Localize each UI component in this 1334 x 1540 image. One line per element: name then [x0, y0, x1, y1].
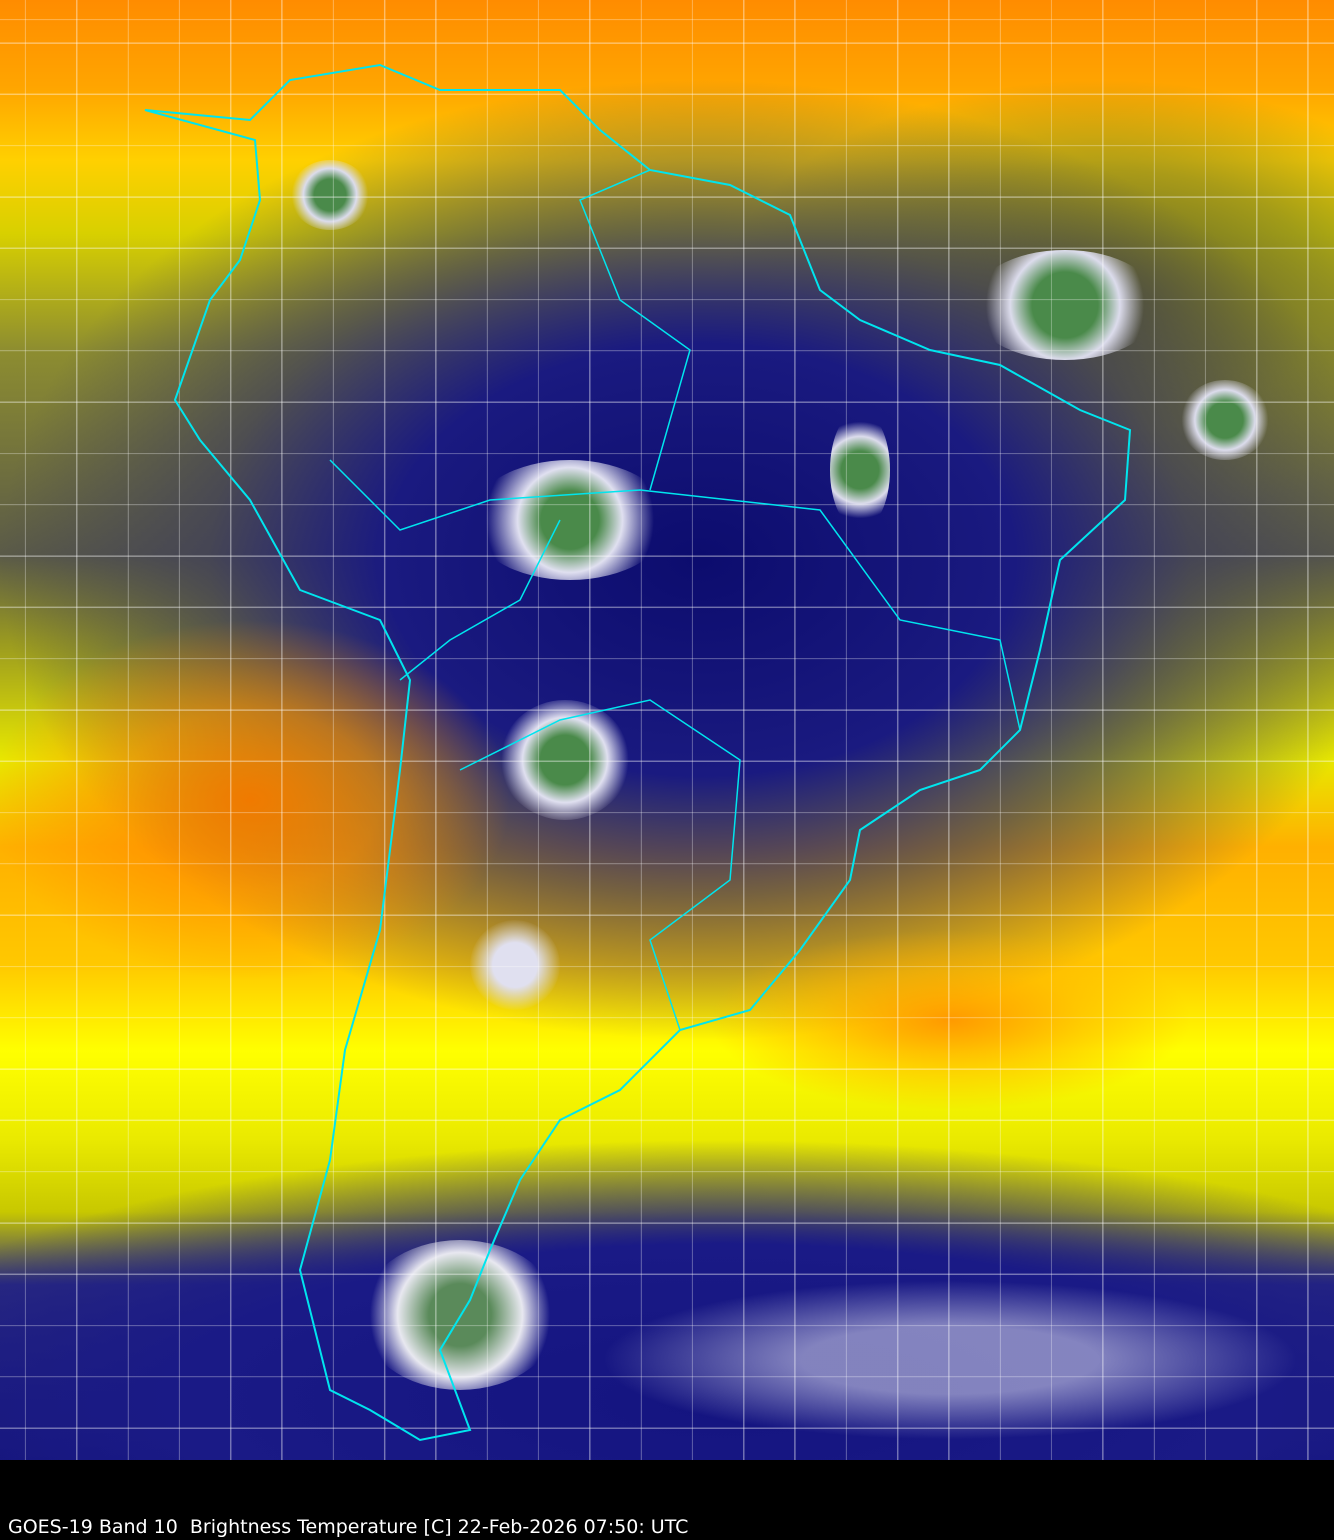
cloud-cluster	[470, 460, 670, 580]
image-caption: GOES-19 Band 10 Brightness Temperature […	[8, 1516, 689, 1538]
south-america-outline	[144, 63, 1132, 1442]
cloud-cluster	[600, 1280, 1300, 1440]
cloud-cluster	[470, 920, 560, 1010]
border-lines	[459, 699, 741, 1031]
cloud-cluster	[500, 700, 630, 820]
cloud-cluster	[1180, 380, 1270, 460]
coastline-overlay	[144, 63, 1132, 1442]
cloud-cluster	[290, 160, 370, 230]
border-lines	[579, 169, 691, 491]
satellite-image	[0, 0, 1334, 1460]
border-lines	[329, 459, 1021, 731]
border-lines	[399, 519, 561, 681]
cloud-cluster	[970, 250, 1160, 360]
cloud-cluster	[830, 410, 890, 530]
lat-lon-grid	[0, 0, 1334, 1460]
